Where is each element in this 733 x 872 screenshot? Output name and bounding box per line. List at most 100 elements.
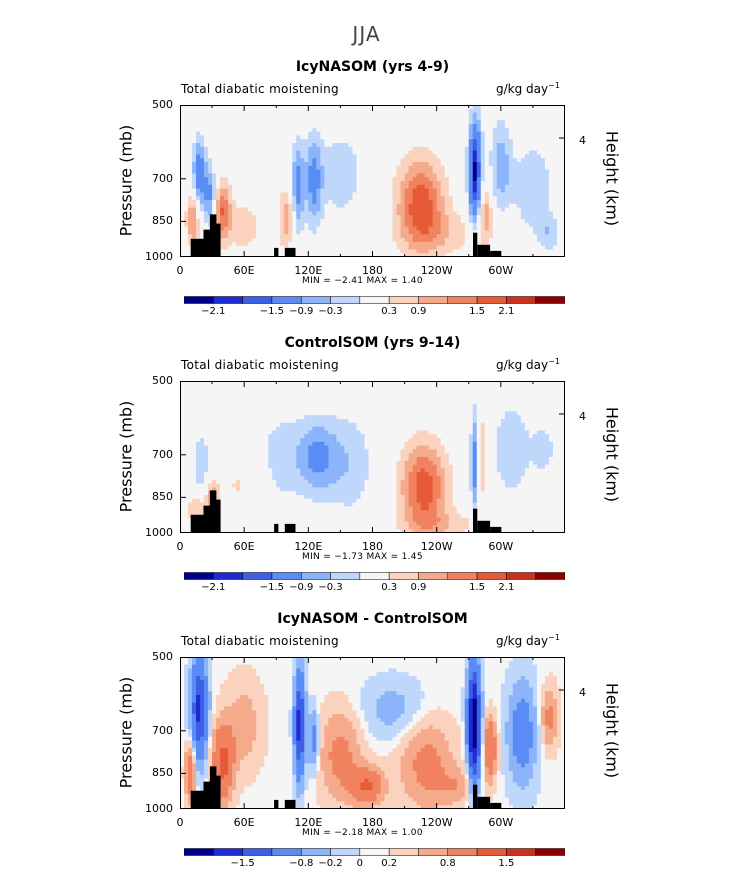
contour-cell bbox=[268, 400, 273, 405]
contour-cell bbox=[312, 215, 317, 220]
contour-cell bbox=[416, 150, 422, 155]
contour-cell bbox=[308, 112, 313, 117]
contour-cell bbox=[560, 207, 565, 212]
contour-cell bbox=[344, 241, 350, 247]
contour-cell bbox=[548, 173, 554, 178]
contour-cell bbox=[344, 169, 350, 174]
contour-cell bbox=[516, 127, 522, 133]
contour-cell bbox=[452, 124, 458, 129]
contour-cell bbox=[260, 517, 265, 523]
contour-cell bbox=[304, 162, 309, 167]
contour-cell bbox=[260, 476, 265, 481]
contour-cell bbox=[392, 234, 398, 239]
contour-cell bbox=[460, 135, 466, 140]
contour-cell bbox=[500, 188, 506, 193]
contour-cell bbox=[320, 241, 325, 247]
contour-cell bbox=[484, 192, 490, 197]
colorbar-swatch bbox=[184, 296, 214, 304]
contour-cell bbox=[236, 211, 241, 216]
contour-cell bbox=[308, 162, 313, 167]
contour-cell bbox=[244, 472, 249, 477]
contour-cell bbox=[420, 139, 426, 144]
contour-cell bbox=[300, 230, 305, 235]
contour-cell bbox=[548, 230, 554, 235]
contour-cell bbox=[236, 422, 241, 428]
contour-cell bbox=[416, 169, 422, 174]
contour-cell bbox=[312, 226, 317, 231]
contour-cell bbox=[180, 249, 185, 254]
contour-cell bbox=[256, 510, 261, 515]
contour-cell bbox=[452, 169, 458, 174]
contour-cell bbox=[292, 234, 297, 239]
contour-cell bbox=[344, 203, 350, 209]
contour-cell bbox=[392, 230, 398, 235]
contour-cell bbox=[220, 476, 225, 481]
contour-cell bbox=[208, 181, 213, 186]
contour-cell bbox=[328, 203, 333, 209]
contour-cell bbox=[516, 238, 522, 243]
contour-cell bbox=[396, 222, 402, 228]
contour-cell bbox=[236, 517, 241, 523]
contour-cell bbox=[324, 127, 329, 133]
contour-cell bbox=[276, 495, 281, 500]
contour-cell bbox=[380, 116, 386, 121]
contour-cell bbox=[208, 449, 213, 454]
contour-cell bbox=[432, 222, 438, 228]
contour-cell bbox=[424, 112, 430, 117]
contour-cell bbox=[512, 108, 518, 114]
contour-cell bbox=[180, 388, 185, 393]
contour-cell bbox=[296, 158, 301, 163]
colorbar-swatch bbox=[506, 296, 536, 304]
contour-cell bbox=[368, 165, 374, 171]
contour-cell bbox=[368, 173, 374, 178]
contour-cell bbox=[232, 411, 237, 416]
contour-cell bbox=[364, 184, 370, 190]
contour-cell bbox=[444, 219, 450, 224]
contour-cell bbox=[180, 173, 185, 178]
contour-cell bbox=[352, 139, 358, 144]
contour-cell bbox=[488, 112, 494, 117]
contour-cell bbox=[276, 162, 281, 167]
contour-cell bbox=[188, 487, 193, 492]
contour-cell bbox=[560, 112, 565, 117]
contour-cell bbox=[312, 222, 317, 228]
contour-cell bbox=[440, 234, 446, 239]
contour-cell bbox=[248, 116, 253, 121]
contour-cell bbox=[464, 238, 470, 243]
contour-cell bbox=[256, 495, 261, 500]
contour-cell bbox=[528, 162, 534, 167]
contour-cell bbox=[280, 238, 285, 243]
contour-cell bbox=[276, 139, 281, 144]
contour-cell bbox=[536, 177, 542, 182]
contour-cell bbox=[352, 135, 358, 140]
contour-cell bbox=[240, 127, 245, 133]
contour-cell bbox=[500, 200, 506, 205]
contour-cell bbox=[276, 177, 281, 182]
contour-plot bbox=[180, 381, 565, 533]
contour-cell bbox=[248, 491, 253, 496]
contour-cell bbox=[188, 203, 193, 209]
contour-cell bbox=[184, 495, 189, 500]
contour-cell bbox=[192, 158, 197, 163]
contour-cell bbox=[268, 464, 273, 469]
contour-cell bbox=[300, 139, 305, 144]
contour-cell bbox=[308, 116, 313, 121]
contour-cell bbox=[264, 449, 269, 454]
contour-cell bbox=[392, 200, 398, 205]
contour-cell bbox=[448, 207, 454, 212]
contour-cell bbox=[532, 173, 538, 178]
contour-cell bbox=[560, 226, 565, 231]
contour-cell bbox=[244, 445, 249, 450]
contour-cell bbox=[476, 211, 482, 216]
contour-cell bbox=[304, 158, 309, 163]
contour-cell bbox=[488, 120, 494, 125]
contour-cell bbox=[556, 158, 562, 163]
contour-cell bbox=[204, 415, 209, 420]
contour-cell bbox=[536, 150, 542, 155]
contour-cell bbox=[344, 222, 350, 228]
contour-cell bbox=[240, 135, 245, 140]
contour-cell bbox=[288, 211, 293, 216]
contour-cell bbox=[248, 388, 253, 393]
contour-cell bbox=[372, 200, 378, 205]
contour-cell bbox=[264, 388, 269, 393]
